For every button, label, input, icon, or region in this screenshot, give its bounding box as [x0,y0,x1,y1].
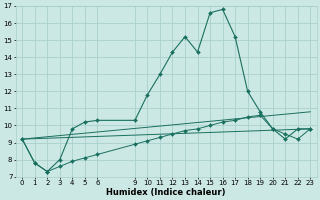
X-axis label: Humidex (Indice chaleur): Humidex (Indice chaleur) [107,188,226,197]
